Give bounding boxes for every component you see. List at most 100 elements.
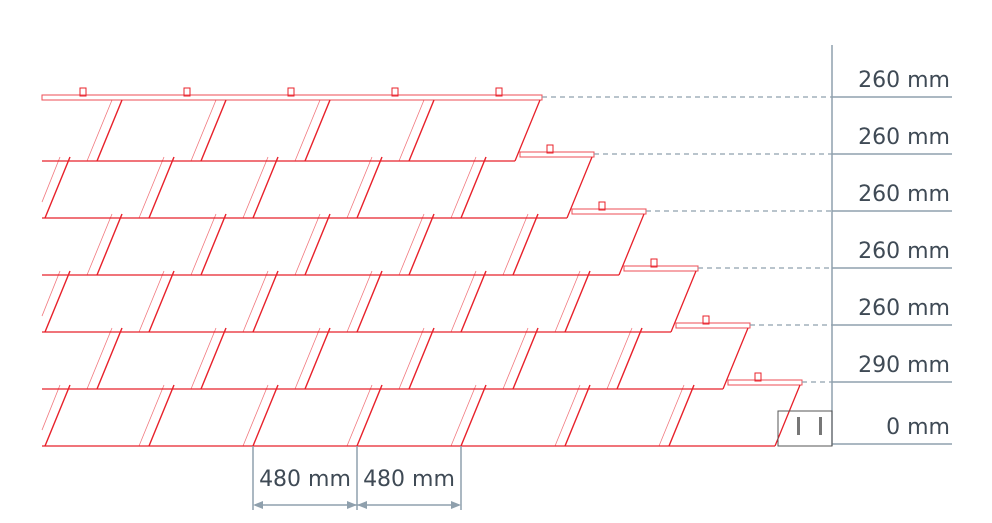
tile-edge — [96, 327, 123, 390]
tile-overlap-edge — [294, 99, 321, 162]
tile-edge — [408, 99, 435, 162]
tile-overlap-edge — [658, 384, 685, 447]
tile-edge — [96, 213, 123, 276]
tile-edge — [252, 270, 279, 333]
batten — [519, 151, 595, 158]
batten — [623, 265, 699, 272]
tile-edge — [512, 213, 539, 276]
tile-row — [41, 258, 832, 333]
spacing-label: 480 mm — [363, 467, 455, 492]
tile-edge — [200, 99, 227, 162]
tile-overlap-edge — [346, 156, 373, 219]
spacing-label: 260 mm — [858, 125, 950, 150]
tile-overlap-edge — [138, 156, 165, 219]
tile-overlap-edge — [554, 270, 581, 333]
tile-overlap-edge — [398, 327, 425, 390]
batten — [571, 208, 647, 215]
fixing-slot — [797, 417, 800, 435]
tile-edge — [148, 384, 175, 447]
tile-edge — [96, 99, 123, 162]
tile-overlap-edge — [450, 156, 477, 219]
tile-overlap-edge — [502, 327, 529, 390]
tile-clip — [650, 258, 658, 268]
tile-edge — [200, 327, 227, 390]
tile-right-edge — [670, 270, 697, 333]
tile-overlap-edge — [242, 270, 269, 333]
spacing-label: 260 mm — [858, 68, 950, 93]
tile-overlap-edge — [294, 327, 321, 390]
tile-edge — [44, 156, 71, 219]
tile-overlap-edge — [41, 156, 61, 203]
tile-overlap-edge — [190, 327, 217, 390]
tile-row — [41, 372, 832, 447]
tile-edge — [252, 384, 279, 447]
spacing-label: 290 mm — [858, 353, 950, 378]
tile-edge — [356, 156, 383, 219]
tile-clip — [546, 144, 554, 154]
tile-edge — [304, 99, 331, 162]
tile-edge — [564, 270, 591, 333]
tile-edge — [304, 213, 331, 276]
tile-overlap-edge — [138, 384, 165, 447]
tile-overlap-edge — [554, 384, 581, 447]
tile-overlap-edge — [294, 213, 321, 276]
tile-clip — [287, 87, 295, 97]
tile-row — [41, 87, 832, 162]
tile-edge — [148, 156, 175, 219]
spacing-label: 260 mm — [858, 182, 950, 207]
batten — [727, 379, 803, 386]
tile-row — [42, 315, 832, 390]
tile-clip — [754, 372, 762, 382]
tile-overlap-edge — [346, 270, 373, 333]
tile-edge — [200, 213, 227, 276]
tile-edge — [408, 213, 435, 276]
tile-clip — [183, 87, 191, 97]
tile-row — [42, 201, 832, 276]
tile-overlap-edge — [398, 213, 425, 276]
tile-edge — [408, 327, 435, 390]
tile-rows — [41, 87, 832, 447]
tile-edge — [460, 156, 487, 219]
tile-right-edge — [514, 99, 541, 162]
batten — [675, 322, 751, 329]
tile-overlap-edge — [41, 270, 61, 317]
tile-edge — [616, 327, 643, 390]
tile-right-edge — [722, 327, 749, 390]
tile-overlap-edge — [346, 384, 373, 447]
tile-overlap-edge — [190, 213, 217, 276]
arrowhead — [451, 501, 461, 509]
tile-right-edge — [618, 213, 645, 276]
arrowhead — [253, 501, 263, 509]
tile-edge — [252, 156, 279, 219]
tile-edge — [460, 270, 487, 333]
tile-overlap-edge — [450, 270, 477, 333]
spacing-label: 480 mm — [259, 467, 351, 492]
eave-board — [777, 410, 833, 447]
tile-overlap-edge — [138, 270, 165, 333]
spacing-label: 260 mm — [858, 296, 950, 321]
tile-edge — [460, 384, 487, 447]
tile-right-edge — [774, 384, 801, 447]
fixing-slot — [819, 417, 822, 435]
tile-clip — [79, 87, 87, 97]
tile-right-edge — [566, 156, 593, 219]
tile-overlap-edge — [242, 156, 269, 219]
vertical-spacing-labels: 260 mm 260 mm 260 mm 260 mm 260 mm 290 m… — [858, 68, 950, 440]
tile-overlap-edge — [190, 99, 217, 162]
tile-overlap-edge — [242, 384, 269, 447]
tile-edge — [564, 384, 591, 447]
tile-edge — [512, 327, 539, 390]
tile-overlap-edge — [398, 99, 425, 162]
tile-overlap-edge — [86, 213, 113, 276]
spacing-label: 0 mm — [886, 415, 950, 440]
tile-row — [41, 144, 832, 219]
tile-overlap-edge — [606, 327, 633, 390]
tile-edge — [668, 384, 695, 447]
tile-edge — [148, 270, 175, 333]
tile-edge — [304, 327, 331, 390]
tile-edge — [356, 384, 383, 447]
tile-edge — [356, 270, 383, 333]
tile-edge — [44, 270, 71, 333]
tile-overlap-edge — [86, 327, 113, 390]
